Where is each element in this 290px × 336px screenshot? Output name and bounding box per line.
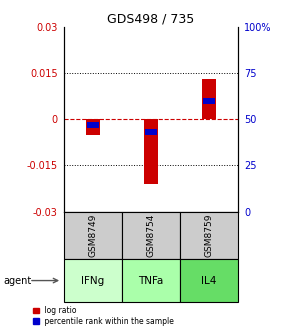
Text: GSM8759: GSM8759	[204, 213, 213, 257]
Text: TNFa: TNFa	[138, 276, 164, 286]
Bar	[180, 212, 238, 259]
Bar	[86, 119, 100, 135]
Bar	[64, 259, 122, 302]
Text: GSM8754: GSM8754	[146, 213, 155, 257]
Bar	[203, 98, 215, 103]
Text: agent: agent	[3, 276, 31, 286]
Bar	[144, 119, 158, 184]
Text: GSM8749: GSM8749	[88, 213, 97, 257]
Bar	[64, 212, 122, 259]
Text: IFNg: IFNg	[81, 276, 104, 286]
Title: GDS498 / 735: GDS498 / 735	[107, 13, 194, 26]
Bar	[87, 122, 99, 128]
Text: IL4: IL4	[201, 276, 217, 286]
Bar	[145, 129, 157, 135]
Bar	[122, 259, 180, 302]
Bar	[122, 212, 180, 259]
Bar	[202, 79, 216, 119]
Bar	[180, 259, 238, 302]
Legend:  log ratio,  percentile rank within the sample: log ratio, percentile rank within the sa…	[33, 306, 174, 326]
